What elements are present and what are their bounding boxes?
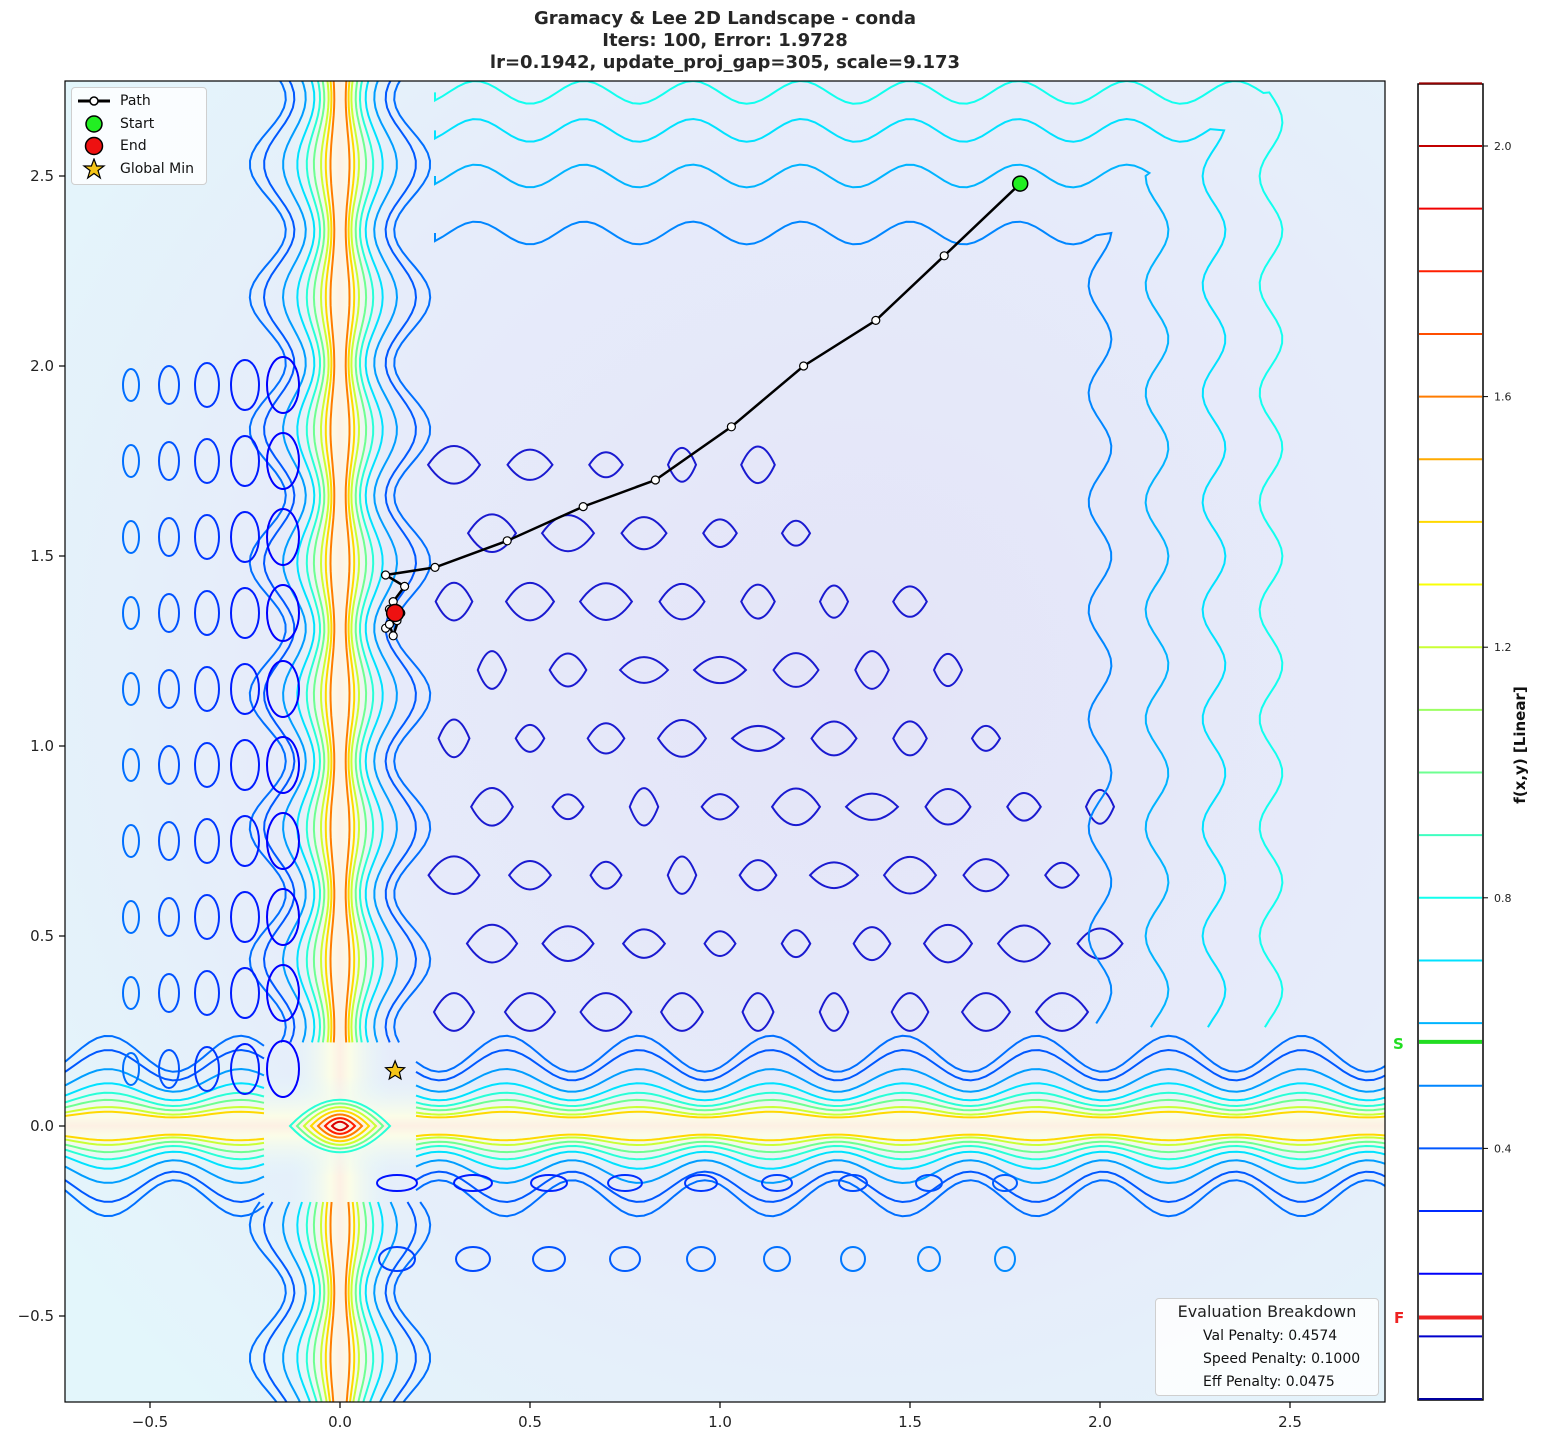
colorbar-tick-label: 1.2	[1494, 641, 1512, 654]
y-tick-label: 0.0	[30, 1117, 54, 1135]
start-marker-icon	[72, 113, 114, 135]
colorbar-final-marker: F	[1394, 1309, 1405, 1327]
path-point	[381, 570, 391, 580]
path-point	[650, 475, 661, 485]
global-min-marker	[384, 1059, 407, 1081]
legend-label-global-min: Global Min	[120, 161, 194, 177]
path-line-icon	[72, 90, 114, 112]
start-marker	[1011, 175, 1029, 192]
path-point	[430, 562, 440, 573]
colorbar-tick-label: 0.4	[1494, 1142, 1512, 1155]
y-tick-label: 1.5	[30, 547, 54, 565]
colorbar-frame	[1417, 83, 1484, 1401]
x-tick-label: −0.5	[132, 1413, 168, 1431]
legend-item-global-min: Global Min	[72, 158, 194, 180]
plot-frame	[64, 80, 1386, 1403]
contour-field	[65, 81, 1385, 1402]
x-tick-label: 2.5	[1278, 1413, 1302, 1431]
speed-penalty: Speed Penalty: 0.1000	[1203, 1351, 1361, 1367]
path-point	[726, 422, 737, 432]
path-point	[384, 619, 394, 630]
colorbar-label: f(x,y) [Linear]	[1511, 686, 1529, 804]
title-line-3: lr=0.1942, update_proj_gap=305, scale=9.…	[489, 52, 961, 73]
colorbar: 2.0 1.6 1.2 0.8 0.4	[1417, 82, 1512, 1401]
y-tick-label: 1.0	[30, 737, 54, 755]
path-point	[502, 536, 512, 546]
path-point	[400, 581, 410, 592]
legend-item-start: Start	[72, 113, 154, 135]
optimization-path	[381, 175, 1029, 1081]
y-tick-label: 2.5	[30, 167, 54, 185]
path-point	[798, 361, 809, 371]
colorbar-tick-label: 0.8	[1494, 892, 1512, 905]
evaluation-heading: Evaluation Breakdown	[1177, 1302, 1357, 1321]
path-point	[388, 631, 398, 641]
colorbar-tick-label: 1.6	[1494, 391, 1512, 404]
legend-item-path: Path	[72, 90, 151, 112]
legend-label-path: Path	[120, 93, 151, 109]
x-tick-label: 0.5	[518, 1413, 542, 1431]
val-penalty: Val Penalty: 0.4574	[1203, 1328, 1338, 1344]
legend-label-start: Start	[120, 116, 155, 132]
colorbar-start-marker: S	[1393, 1035, 1404, 1053]
legend-label-end: End	[120, 138, 147, 154]
evaluation-breakdown-box: Evaluation Breakdown Val Penalty: 0.4574…	[1155, 1298, 1379, 1396]
chart-title: Gramacy & Lee 2D Landscape - conda Iters…	[65, 8, 1385, 74]
y-tick-label: 2.0	[30, 357, 54, 375]
end-marker	[385, 603, 405, 623]
path-point	[871, 315, 881, 325]
x-tick-label: 1.5	[898, 1413, 922, 1431]
path-point	[939, 251, 949, 261]
x-axis: −0.5 0.0 0.5 1.0 1.5 2.0 2.5	[132, 1402, 1302, 1431]
star-icon	[72, 158, 114, 180]
y-tick-label: 0.5	[30, 927, 54, 945]
title-line-2: Iters: 100, Error: 1.9728	[602, 30, 848, 51]
y-axis: −0.5 0.0 0.5 1.0 1.5 2.0 2.5	[18, 167, 65, 1325]
title-line-1: Gramacy & Lee 2D Landscape - conda	[533, 8, 917, 29]
x-tick-label: 2.0	[1088, 1413, 1112, 1431]
legend: Path Start End Global Min	[71, 87, 207, 185]
colorbar-tick-label: 2.0	[1494, 140, 1512, 153]
x-tick-label: 0.0	[328, 1413, 352, 1431]
end-marker-icon	[72, 135, 114, 157]
x-tick-label: 1.0	[708, 1413, 732, 1431]
legend-item-end: End	[72, 135, 147, 157]
eff-penalty: Eff Penalty: 0.0475	[1203, 1374, 1335, 1390]
y-tick-label: −0.5	[18, 1307, 54, 1325]
path-point	[578, 502, 588, 512]
